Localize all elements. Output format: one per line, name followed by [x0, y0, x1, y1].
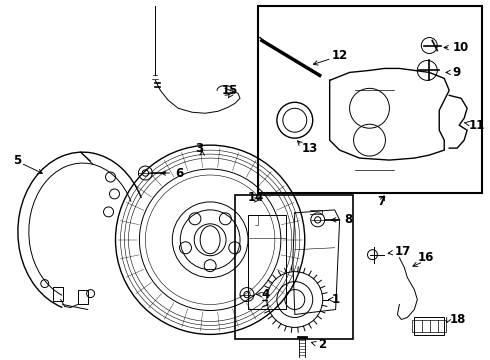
Text: 17: 17: [394, 245, 411, 258]
Text: 13: 13: [302, 141, 318, 155]
Text: 15: 15: [222, 84, 239, 97]
Bar: [258, 6, 482, 193]
Text: 2: 2: [318, 338, 326, 351]
Bar: [235, 195, 353, 339]
Text: 16: 16: [417, 251, 434, 264]
Text: 12: 12: [332, 49, 348, 62]
Text: 6: 6: [175, 167, 184, 180]
Text: 5: 5: [13, 154, 21, 167]
Bar: [413, 320, 446, 332]
Bar: [77, 289, 88, 303]
Text: 8: 8: [344, 213, 353, 226]
Text: 18: 18: [449, 313, 466, 326]
Text: 14: 14: [248, 192, 265, 204]
Text: 9: 9: [452, 66, 461, 79]
Text: 11: 11: [469, 119, 486, 132]
Text: 1: 1: [332, 293, 340, 306]
Bar: [53, 287, 63, 301]
Text: 7: 7: [377, 195, 386, 208]
Text: 10: 10: [452, 41, 468, 54]
Text: 3: 3: [195, 141, 203, 155]
Text: 4: 4: [262, 288, 270, 301]
Bar: [415, 318, 444, 336]
